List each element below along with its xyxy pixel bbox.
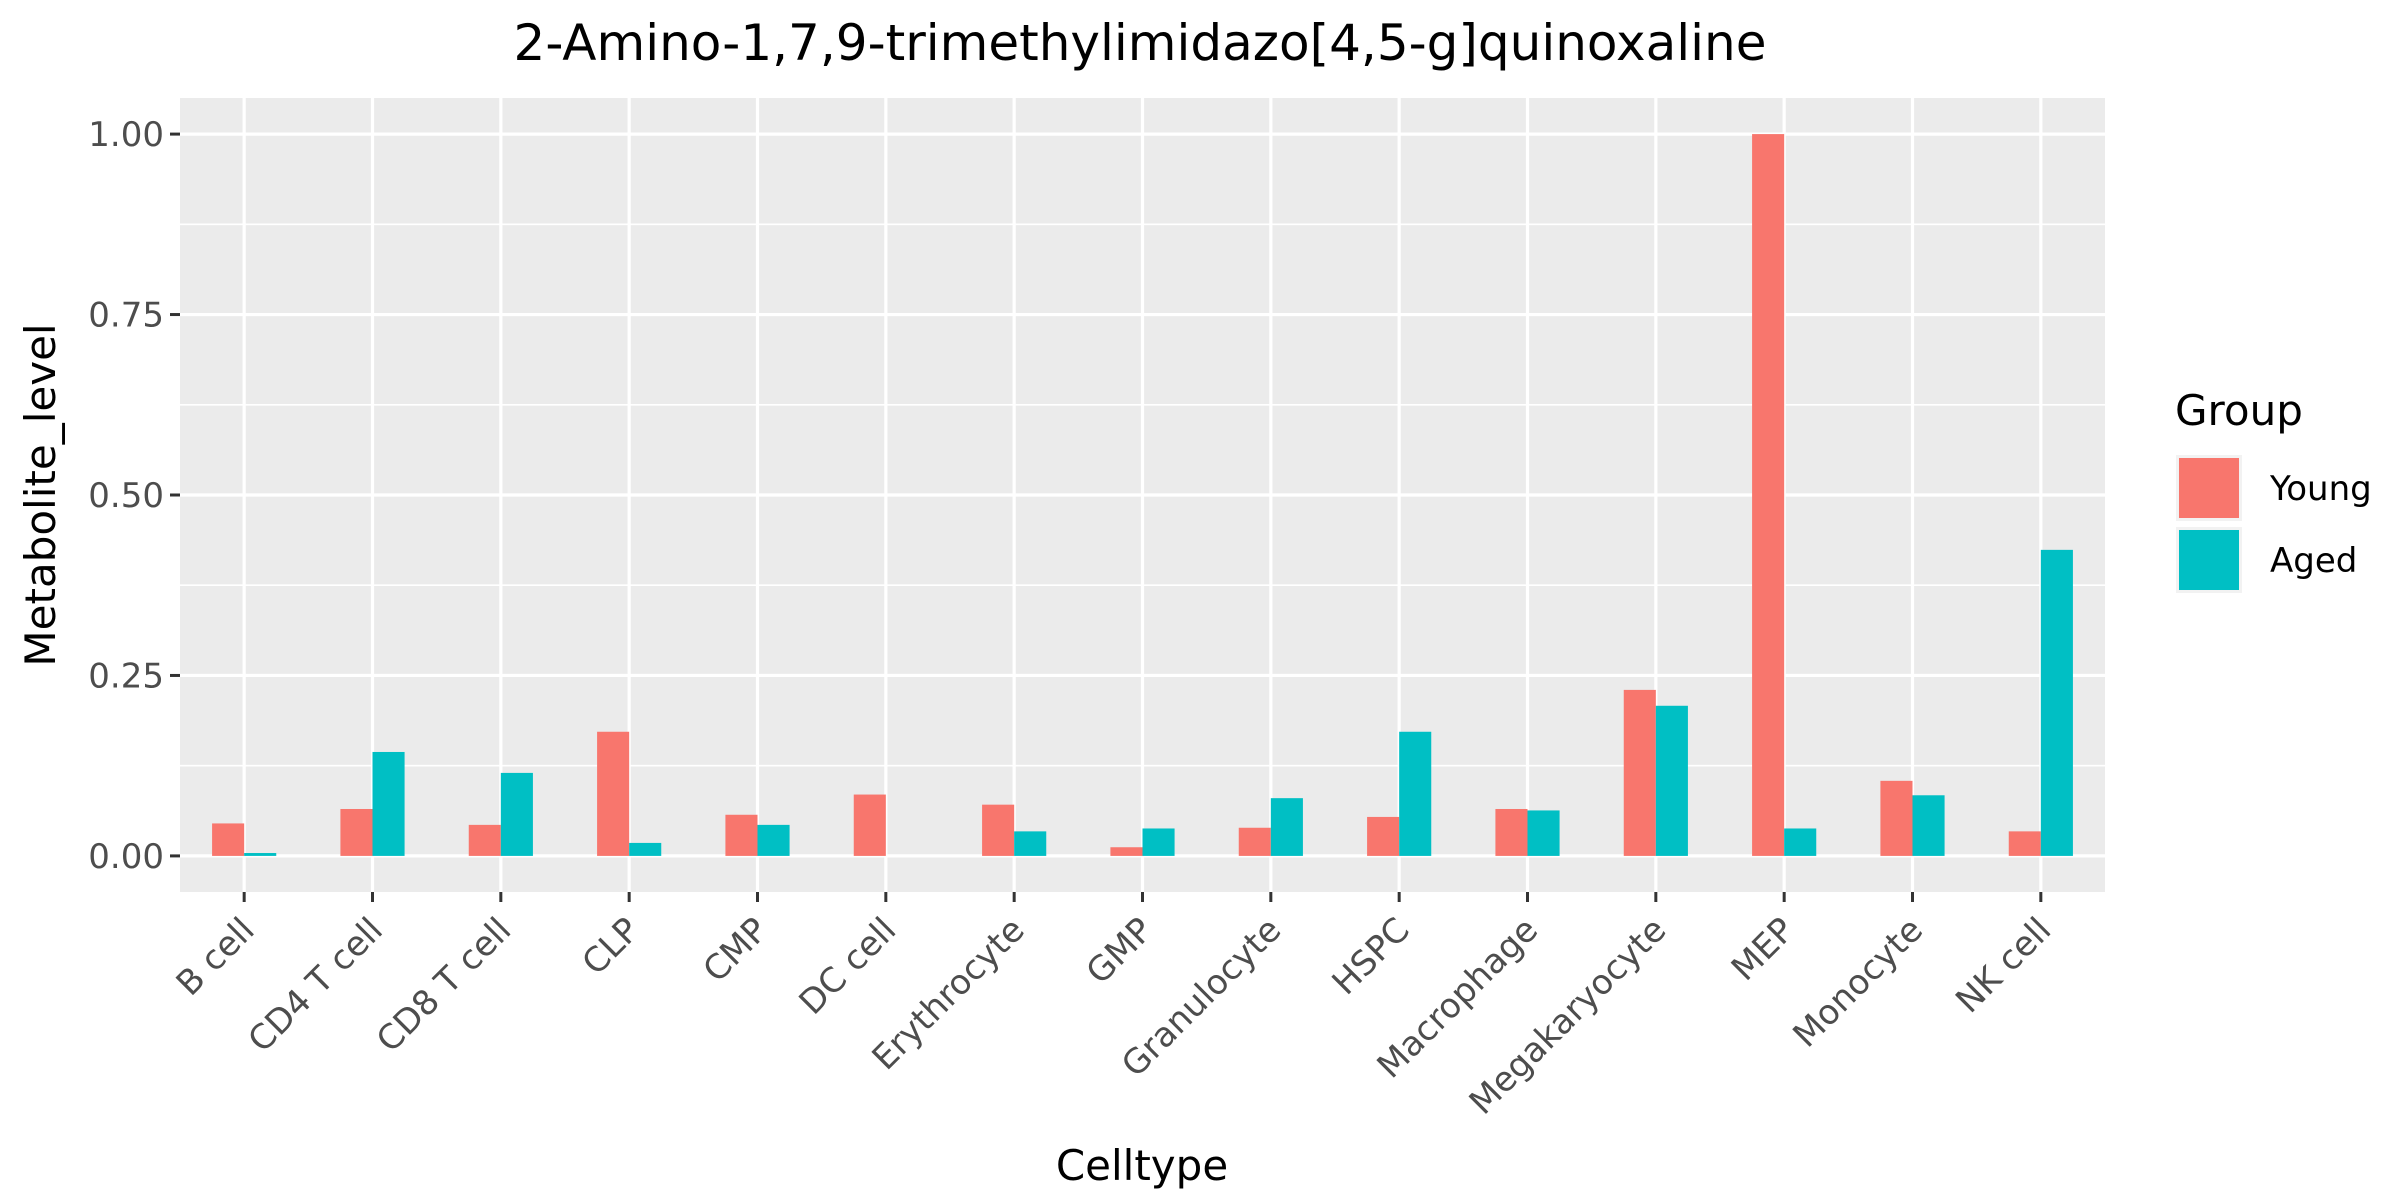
legend-title: Group bbox=[2175, 386, 2303, 435]
bar-aged bbox=[244, 853, 277, 856]
bar-aged bbox=[1784, 828, 1817, 856]
bar-young bbox=[982, 804, 1015, 856]
x-tick-label: CLP bbox=[575, 910, 648, 983]
legend-label-aged: Aged bbox=[2270, 541, 2357, 581]
x-tick-label: Monocyte bbox=[1786, 910, 1931, 1055]
bar-young bbox=[2008, 831, 2041, 856]
x-tick-label: DC cell bbox=[792, 910, 905, 1023]
bar-young bbox=[1752, 134, 1785, 856]
bar-aged bbox=[1655, 705, 1688, 856]
bars bbox=[212, 134, 2073, 856]
y-tick-label: 0.00 bbox=[88, 837, 164, 877]
bar-aged bbox=[1014, 831, 1047, 856]
y-axis-title: Metabolite_level bbox=[16, 323, 65, 666]
bar-young bbox=[1623, 689, 1656, 856]
bar-aged bbox=[2040, 549, 2073, 856]
bar-young bbox=[1495, 808, 1528, 856]
legend-key-young bbox=[2179, 458, 2239, 518]
bar-young bbox=[1367, 816, 1400, 856]
bar-young bbox=[725, 814, 758, 856]
x-tick-label: MEP bbox=[1724, 910, 1803, 989]
bar-young bbox=[468, 824, 501, 856]
legend: Group Young Aged bbox=[2175, 386, 2372, 593]
y-tick-label: 1.00 bbox=[88, 115, 164, 155]
bar-aged bbox=[1142, 828, 1175, 856]
bar-young bbox=[1238, 827, 1271, 856]
bar-young bbox=[597, 731, 630, 856]
legend-label-young: Young bbox=[2269, 469, 2372, 509]
bar-aged bbox=[1527, 810, 1560, 856]
bar-aged bbox=[500, 772, 533, 856]
x-tick-label: NK cell bbox=[1948, 910, 2059, 1021]
bar-young bbox=[212, 823, 245, 856]
legend-key-aged bbox=[2179, 530, 2239, 590]
bar-young bbox=[340, 808, 373, 856]
bar-young bbox=[1110, 847, 1143, 856]
x-tick-label: CMP bbox=[696, 910, 776, 990]
y-tick-label: 0.50 bbox=[88, 476, 164, 516]
bar-aged bbox=[1270, 798, 1303, 856]
chart-title: 2-Amino-1,7,9-trimethylimidazo[4,5-g]qui… bbox=[514, 14, 1767, 72]
y-axis: 0.00 0.25 0.50 0.75 1.00 bbox=[88, 115, 180, 877]
bar-aged bbox=[757, 824, 790, 856]
x-tick-label: CD8 T cell bbox=[369, 910, 519, 1060]
x-axis-title: Celltype bbox=[1056, 1141, 1228, 1190]
y-tick-label: 0.25 bbox=[88, 656, 164, 696]
bar-aged bbox=[372, 751, 405, 856]
x-tick-label: HSPC bbox=[1325, 910, 1418, 1003]
x-tick-label: GMP bbox=[1079, 910, 1161, 992]
y-tick-label: 0.75 bbox=[88, 296, 164, 336]
bar-young bbox=[1880, 780, 1913, 856]
bar-aged bbox=[1399, 731, 1432, 856]
bar-aged bbox=[1912, 795, 1945, 856]
x-tick-label: B cell bbox=[169, 910, 263, 1004]
bar-young bbox=[853, 794, 886, 856]
x-tick-label: CD4 T cell bbox=[241, 910, 391, 1060]
bar-aged bbox=[629, 842, 662, 856]
